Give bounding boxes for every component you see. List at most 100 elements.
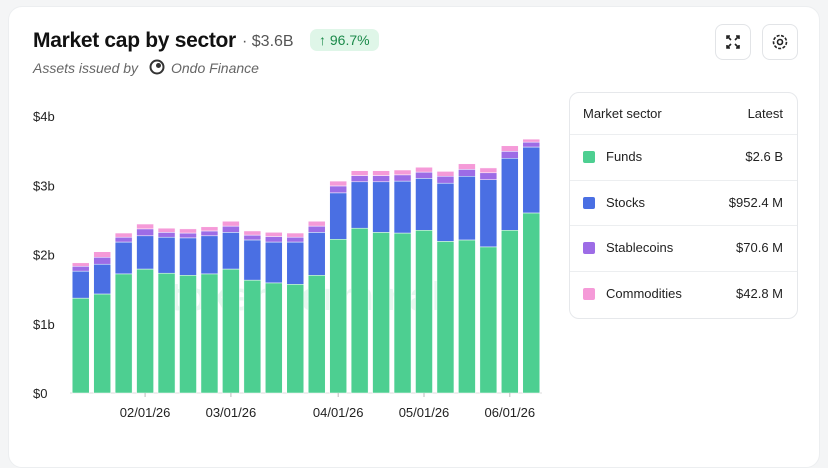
bar-segment (479, 167, 498, 174)
bar-segment (265, 241, 283, 284)
bar-segment (501, 157, 519, 231)
legend-latest: $2.6 B (745, 149, 783, 164)
settings-icon (772, 34, 788, 50)
bar-segment (136, 223, 154, 230)
change-badge: ↑ 96.7% (310, 29, 379, 51)
bar-segment (136, 268, 154, 394)
bar-segment (501, 151, 519, 159)
bar-segment (501, 230, 519, 394)
bar-segment (307, 275, 326, 394)
bar-segment (350, 181, 369, 229)
bar-segment (243, 239, 262, 281)
bar-segment (286, 236, 305, 243)
bar-segment (114, 232, 133, 238)
bar-segment (265, 236, 283, 243)
bar-segment (222, 268, 240, 394)
settings-button[interactable] (762, 24, 798, 60)
page: {"header": {"title": "Market cap by sect… (8, 6, 820, 468)
bar-segment (286, 284, 305, 394)
bar-segment (243, 230, 262, 236)
legend: Market sector Latest Funds $2.6 B Stocks $9… (569, 92, 798, 319)
bar-segment (71, 262, 90, 267)
legend-swatch (583, 242, 595, 254)
bar-segment (350, 170, 369, 176)
bar-segment (393, 180, 412, 234)
issuer-logo (149, 59, 165, 75)
bar-segment (157, 236, 176, 274)
legend-swatch (583, 151, 595, 163)
bar-segment (114, 273, 133, 394)
y-tick-label: $2b (33, 248, 55, 263)
bar-segment (522, 212, 541, 394)
bar-segment (200, 226, 219, 232)
bar-segment (522, 138, 541, 143)
bar-segment (179, 228, 197, 234)
bar-segment (372, 175, 390, 183)
legend-label: Commodities (606, 285, 682, 301)
bar-segment (157, 232, 176, 238)
bar-segment (501, 145, 519, 152)
legend-swatch (583, 196, 595, 209)
bar-segment (458, 175, 476, 241)
x-tick-label: 06/01/26 (485, 405, 536, 420)
bar-segment (71, 266, 90, 272)
bar-segment (479, 246, 498, 394)
legend-row[interactable]: Funds $2.6 B (570, 134, 797, 180)
legend-row[interactable]: Stocks $952.4 M (570, 179, 797, 226)
bar-segment (93, 257, 111, 265)
y-tick-label: $3b (33, 178, 55, 193)
bar-segment (393, 169, 412, 176)
bar-segment (307, 221, 326, 227)
title: Market cap by sector (33, 29, 236, 52)
bar-segment (200, 230, 219, 237)
legend-label: Stablecoins (606, 240, 674, 255)
bar-segment (93, 293, 111, 394)
bar-segment (350, 227, 369, 394)
legend-header: Market sector Latest (570, 93, 797, 134)
issuer[interactable]: Ondo Finance (171, 60, 259, 76)
y-tick-label: $4b (33, 109, 55, 124)
bar-segment (243, 234, 262, 241)
bar-segment (393, 232, 412, 394)
x-tick-label: 04/01/26 (313, 405, 364, 420)
legend-label: Stocks (606, 194, 646, 210)
bar-segment (329, 180, 347, 187)
legend-row[interactable]: Stablecoins $70.6 M (570, 225, 797, 271)
expand-button[interactable] (715, 24, 751, 60)
bar-segment (200, 235, 219, 275)
bar-segment (157, 227, 176, 233)
bar-segment (71, 270, 90, 299)
legend-label: Funds (606, 149, 643, 164)
bar-segment (93, 263, 111, 295)
bar-segment (179, 237, 197, 276)
bar-segment (222, 232, 240, 270)
bar-segment (93, 251, 111, 258)
bar-segment (243, 279, 262, 394)
total-value: · $3.6B (242, 33, 294, 50)
legend-row[interactable]: Commodities $42.8 M (570, 270, 797, 317)
bar-segment (286, 241, 305, 285)
bar-segment (372, 181, 390, 233)
bar-segment (307, 232, 326, 276)
legend-latest: $70.6 M (736, 240, 783, 255)
bar-segment (479, 172, 498, 180)
y-tick-label: $0 (33, 386, 47, 401)
bar-segment (222, 225, 240, 233)
bar-segment (436, 182, 455, 242)
legend-latest: $42.8 M (736, 285, 783, 301)
bar-segment (71, 297, 90, 394)
bar-segment (458, 163, 476, 170)
bar-segment (436, 175, 455, 184)
bar-segment (329, 185, 347, 194)
bar-segment (179, 275, 197, 394)
bar-segment (307, 225, 326, 233)
legend-col-sector: Market sector (583, 106, 662, 121)
bar-segment (350, 175, 369, 183)
bar-segment (114, 241, 133, 275)
legend-swatch (583, 287, 595, 300)
x-tick-label: 02/01/26 (120, 405, 171, 420)
bar-segment (286, 232, 305, 238)
bar-segment (479, 179, 498, 248)
bar-segment (329, 192, 347, 240)
bar-segment (136, 235, 154, 270)
